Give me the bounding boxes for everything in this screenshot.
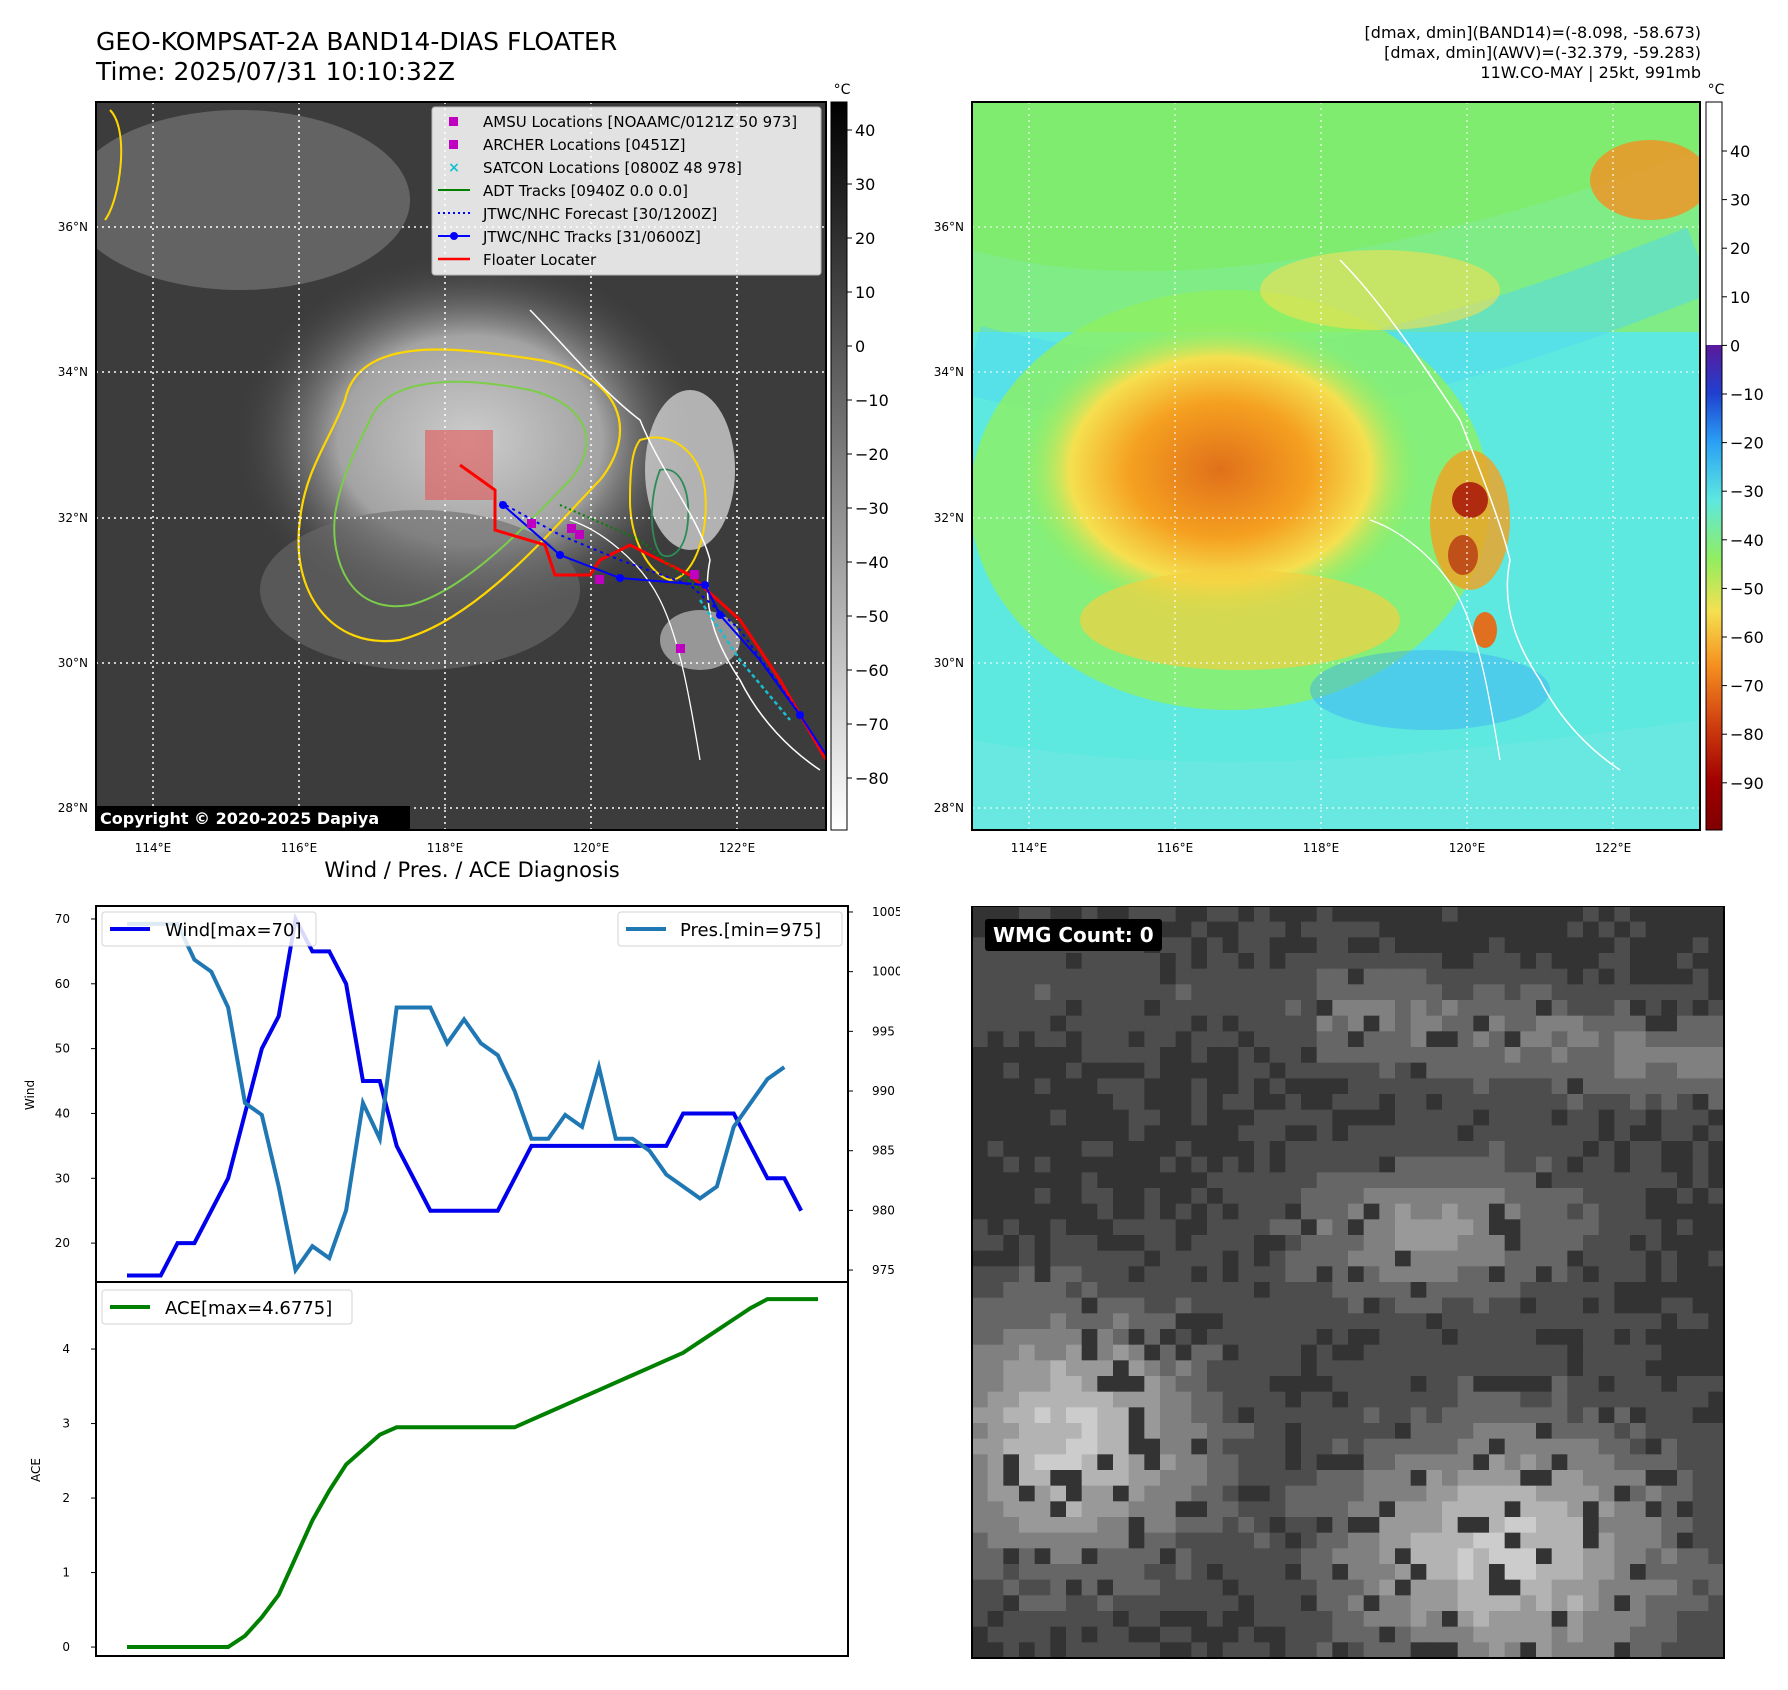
ir-lon-tick: 118°E <box>427 841 464 855</box>
ir-lat-tick: 36°N <box>58 220 88 234</box>
wind-axis-tick: 50 <box>55 1042 70 1056</box>
legend-tracks-label: JTWC/NHC Tracks [31/0600Z] <box>482 228 701 246</box>
ir-lat-tick: 30°N <box>58 656 88 670</box>
wmg-count-badge: WMG Count: 0 <box>985 919 1162 951</box>
wind-series-line <box>127 912 803 1278</box>
wv-lat-tick: 30°N <box>934 656 964 670</box>
info-line-2: [dmax, dmin](AWV)=(-32.379, -59.283) <box>1384 43 1701 62</box>
wv-colorbar-tick: 0 <box>1730 336 1740 355</box>
ir-colorbar-tick: −40 <box>855 553 889 572</box>
ace-axis-tick: 4 <box>62 1342 70 1356</box>
ir-colorbar-tick: 30 <box>855 175 875 194</box>
ir-colorbar-tick: −20 <box>855 445 889 464</box>
pressure-axis-tick: 1005 <box>872 905 900 919</box>
wv-colorbar-tick: −50 <box>1730 579 1764 598</box>
pressure-axis-tick: 985 <box>872 1144 895 1158</box>
ir-colorbar-tick: −60 <box>855 661 889 680</box>
ir-lat-tick: 32°N <box>58 511 88 525</box>
pressure-axis-tick: 990 <box>872 1084 895 1098</box>
ir-colorbar-tick: −10 <box>855 391 889 410</box>
wind-axis-tick: 20 <box>55 1236 70 1250</box>
ace-axis-tick: 1 <box>62 1566 70 1580</box>
wv-colorbar-unit: °C <box>1708 82 1725 98</box>
ir-colorbar-unit: °C <box>834 82 851 98</box>
wmg-panel <box>971 906 1725 1659</box>
wv-lat-tick: 28°N <box>934 801 964 815</box>
legend-amsu-label: AMSU Locations [NOAAMC/0121Z 50 973] <box>483 113 797 131</box>
wv-colorbar-tick: −20 <box>1730 434 1764 453</box>
wv-lat-tick: 36°N <box>934 220 964 234</box>
wind-axis-tick: 30 <box>55 1171 70 1185</box>
ir-lat-tick: 34°N <box>58 365 88 379</box>
wv-colorbar-tick: −90 <box>1730 774 1764 793</box>
pressure-axis-tick: 1000 <box>872 965 900 979</box>
info-line-3: 11W.CO-MAY | 25kt, 991mb <box>1480 63 1701 82</box>
pressure-axis-tick: 995 <box>872 1024 895 1038</box>
diagnosis-chart: 20304050607097598098599099510001005WindP… <box>23 905 900 1657</box>
copyright-badge: Copyright © 2020-2025 Dapiya <box>100 809 379 828</box>
legend-satcon-marker: × <box>448 160 460 176</box>
wv-lon-tick: 114°E <box>1011 841 1048 855</box>
ir-colorbar-tick: 40 <box>855 121 875 140</box>
wv-colorbar: °C 40 30 20 10 0 −10 −20 −30 −40 −50 −60 −70 −80 −90 <box>1705 82 1764 831</box>
wind-legend-label: Wind[max=70] <box>165 920 302 941</box>
ir-colorbar-tick: −70 <box>855 715 889 734</box>
ace-series-line <box>127 1297 818 1650</box>
ace-axis-tick: 2 <box>62 1491 70 1505</box>
ir-colorbar-tick: 10 <box>855 283 875 302</box>
wv-lon-tick: 116°E <box>1157 841 1194 855</box>
wv-colorbar-tick: −40 <box>1730 531 1764 550</box>
wind-axis-tick: 60 <box>55 977 70 991</box>
ir-lon-tick: 122°E <box>719 841 756 855</box>
wv-colorbar-tick: −70 <box>1730 677 1764 696</box>
wv-colorbar-tick: 30 <box>1730 191 1750 210</box>
ace-axis-label: ACE <box>29 1458 43 1482</box>
wv-colorbar-tick: −30 <box>1730 482 1764 501</box>
wv-colorbar-tick: 40 <box>1730 142 1750 161</box>
wind-axis-tick: 70 <box>55 912 70 926</box>
pressure-series-line <box>127 921 786 1276</box>
title-line-2: Time: 2025/07/31 10:10:32Z <box>96 57 455 86</box>
pressure-legend-label: Pres.[min=975] <box>680 920 821 941</box>
wind-axis-label: Wind <box>23 1080 37 1110</box>
ace-axis-tick: 3 <box>62 1417 70 1431</box>
legend-archer-marker <box>449 140 458 149</box>
wv-colorbar-tick: 10 <box>1730 288 1750 307</box>
pressure-axis-tick: 975 <box>872 1263 895 1277</box>
wv-lon-tick: 122°E <box>1595 841 1632 855</box>
wv-colorbar-tick: −10 <box>1730 385 1764 404</box>
wind-axis-tick: 40 <box>55 1106 70 1120</box>
ir-colorbar-tick: −80 <box>855 769 889 788</box>
ace-legend-label: ACE[max=4.6775] <box>165 1298 332 1319</box>
legend-adt-label: ADT Tracks [0940Z 0.0 0.0] <box>483 182 688 200</box>
wv-lat-tick: 34°N <box>934 365 964 379</box>
ace-axis-tick: 0 <box>62 1640 70 1654</box>
wv-lon-tick: 120°E <box>1449 841 1486 855</box>
wv-colorbar-tick: 20 <box>1730 239 1750 258</box>
ir-colorbar-tick: 0 <box>855 337 865 356</box>
ir-colorbar-tick: 20 <box>855 229 875 248</box>
wv-lon-tick: 118°E <box>1303 841 1340 855</box>
legend-amsu-marker <box>449 117 458 126</box>
ir-colorbar-tick: −50 <box>855 607 889 626</box>
legend-floater-label: Floater Locater <box>483 251 597 269</box>
legend-satcon-label: SATCON Locations [0800Z 48 978] <box>483 159 742 177</box>
wv-colorbar-tick: −80 <box>1730 725 1764 744</box>
pressure-axis-tick: 980 <box>872 1203 895 1217</box>
ir-colorbar: °C 40 30 20 10 0 −10 −20 −30 −40 −50 −60 −70 −80 <box>830 82 889 831</box>
legend-archer-label: ARCHER Locations [0451Z] <box>483 136 686 154</box>
diagnosis-title: Wind / Pres. / ACE Diagnosis <box>324 858 620 882</box>
wv-lat-tick: 32°N <box>934 511 964 525</box>
info-line-1: [dmax, dmin](BAND14)=(-8.098, -58.673) <box>1364 23 1701 42</box>
ir-satellite-map: × AMSU Locations [NOAAMC/0121Z 50 973] A… <box>58 101 827 855</box>
ir-lon-tick: 114°E <box>135 841 172 855</box>
legend-forecast-label: JTWC/NHC Forecast [30/1200Z] <box>482 205 717 223</box>
title-line-1: GEO-KOMPSAT-2A BAND14-DIAS FLOATER <box>96 27 618 56</box>
wv-satellite-map: 36°N 34°N 32°N 30°N 28°N 114°E 116°E 118… <box>934 101 1701 855</box>
ir-colorbar-tick: −30 <box>855 499 889 518</box>
ir-lon-tick: 120°E <box>573 841 610 855</box>
ir-lat-tick: 28°N <box>58 801 88 815</box>
wv-colorbar-tick: −60 <box>1730 628 1764 647</box>
ir-lon-tick: 116°E <box>281 841 318 855</box>
